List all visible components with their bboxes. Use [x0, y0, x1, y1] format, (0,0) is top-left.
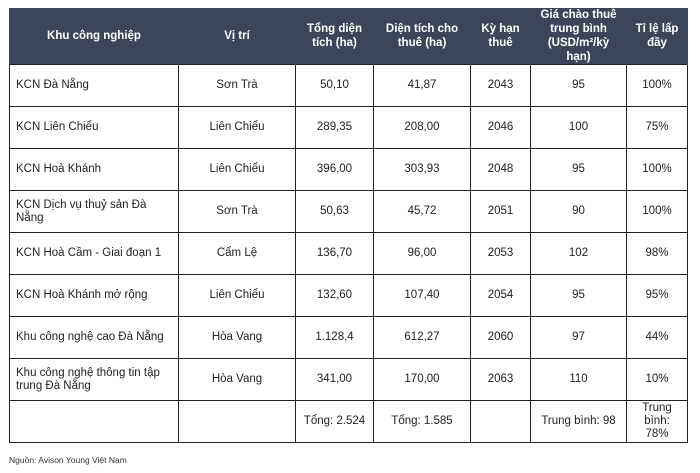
total-leasable-sum: Tổng: 1.585	[373, 400, 471, 443]
cell-occupancy: 100%	[626, 64, 688, 107]
table-header-row: Khu công nghiệp Vị trí Tổng diện tích (h…	[9, 8, 688, 65]
header-occupancy-rate: Tỉ lệ lấp đầy	[626, 8, 688, 65]
cell-lease-term: 2051	[470, 190, 531, 233]
cell-avg-rent: 95	[530, 64, 627, 107]
cell-avg-rent: 97	[530, 316, 627, 359]
cell-avg-rent: 102	[530, 232, 627, 275]
cell-occupancy: 100%	[626, 148, 688, 191]
cell-location: Liên Chiểu	[178, 274, 296, 317]
cell-park-name: KCN Hoà Khánh	[9, 148, 179, 191]
cell-leasable-area: 41,87	[373, 64, 471, 107]
table-row: KCN Dịch vụ thuỷ sản Đà Nẵng Sơn Trà 50,…	[9, 190, 688, 233]
cell-total-area: 396,00	[295, 148, 374, 191]
total-cell-empty	[178, 400, 296, 443]
table-row: Khu công nghệ thông tin tập trung Đà Nẵn…	[9, 358, 688, 401]
cell-location: Sơn Trà	[178, 64, 296, 107]
cell-location: Hòa Vang	[178, 358, 296, 401]
cell-lease-term: 2053	[470, 232, 531, 275]
industrial-park-table-container: Khu công nghiệp Vị trí Tổng diện tích (h…	[9, 8, 688, 443]
cell-leasable-area: 303,93	[373, 148, 471, 191]
cell-total-area: 289,35	[295, 106, 374, 149]
cell-park-name: KCN Liên Chiểu	[9, 106, 179, 149]
cell-total-area: 132,60	[295, 274, 374, 317]
cell-leasable-area: 170,00	[373, 358, 471, 401]
cell-total-area: 50,63	[295, 190, 374, 233]
cell-total-area: 50,10	[295, 64, 374, 107]
cell-park-name: Khu công nghệ thông tin tập trung Đà Nẵn…	[9, 358, 179, 401]
totals-row: Tổng: 2.524 Tổng: 1.585 Trung bình: 98 T…	[9, 400, 688, 443]
cell-location: Hòa Vang	[178, 316, 296, 359]
cell-occupancy: 10%	[626, 358, 688, 401]
cell-park-name: KCN Hoà Khánh mở rộng	[9, 274, 179, 317]
total-cell-empty	[470, 400, 531, 443]
header-avg-asking-rent: Giá chào thuê trung bình (USD/m²/kỳ hạn)	[530, 8, 627, 65]
cell-park-name: KCN Đà Nẵng	[9, 64, 179, 107]
cell-park-name: KCN Hoà Cầm - Giai đoạn 1	[9, 232, 179, 275]
cell-total-area: 136,70	[295, 232, 374, 275]
cell-lease-term: 2043	[470, 64, 531, 107]
cell-occupancy: 98%	[626, 232, 688, 275]
cell-lease-term: 2060	[470, 316, 531, 359]
cell-avg-rent: 90	[530, 190, 627, 233]
cell-lease-term: 2046	[470, 106, 531, 149]
header-leasable-area: Diện tích cho thuê (ha)	[373, 8, 471, 65]
cell-leasable-area: 107,40	[373, 274, 471, 317]
header-lease-term: Kỳ hạn thuê	[470, 8, 531, 65]
avg-occupancy-mean: Trung bình: 78%	[626, 400, 688, 443]
cell-leasable-area: 45,72	[373, 190, 471, 233]
cell-location: Sơn Trà	[178, 190, 296, 233]
cell-avg-rent: 110	[530, 358, 627, 401]
cell-leasable-area: 96,00	[373, 232, 471, 275]
cell-occupancy: 75%	[626, 106, 688, 149]
cell-total-area: 341,00	[295, 358, 374, 401]
table-row: KCN Hoà Khánh Liên Chiểu 396,00 303,93 2…	[9, 148, 688, 191]
cell-avg-rent: 95	[530, 148, 627, 191]
cell-occupancy: 44%	[626, 316, 688, 359]
table-row: KCN Liên Chiểu Liên Chiểu 289,35 208,00 …	[9, 106, 688, 149]
table-row: Khu công nghệ cao Đà Nẵng Hòa Vang 1.128…	[9, 316, 688, 359]
avg-rent-mean: Trung bình: 98	[530, 400, 627, 443]
cell-park-name: KCN Dịch vụ thuỷ sản Đà Nẵng	[9, 190, 179, 233]
cell-occupancy: 100%	[626, 190, 688, 233]
header-total-area: Tổng diện tích (ha)	[295, 8, 374, 65]
cell-leasable-area: 208,00	[373, 106, 471, 149]
cell-lease-term: 2054	[470, 274, 531, 317]
total-area-sum: Tổng: 2.524	[295, 400, 374, 443]
cell-avg-rent: 100	[530, 106, 627, 149]
cell-location: Liên Chiểu	[178, 106, 296, 149]
total-cell-empty	[9, 400, 179, 443]
header-industrial-park: Khu công nghiệp	[9, 8, 179, 65]
cell-avg-rent: 95	[530, 274, 627, 317]
header-location: Vị trí	[178, 8, 296, 65]
cell-leasable-area: 612,27	[373, 316, 471, 359]
cell-occupancy: 95%	[626, 274, 688, 317]
cell-park-name: Khu công nghệ cao Đà Nẵng	[9, 316, 179, 359]
cell-total-area: 1.128,4	[295, 316, 374, 359]
table-row: KCN Đà Nẵng Sơn Trà 50,10 41,87 2043 95 …	[9, 64, 688, 107]
table-row: KCN Hoà Cầm - Giai đoạn 1 Cẩm Lệ 136,70 …	[9, 232, 688, 275]
industrial-park-table: Khu công nghiệp Vị trí Tổng diện tích (h…	[9, 8, 688, 443]
source-note: Nguồn: Avison Young Việt Nam	[9, 455, 127, 465]
table-row: KCN Hoà Khánh mở rộng Liên Chiểu 132,60 …	[9, 274, 688, 317]
cell-location: Cẩm Lệ	[178, 232, 296, 275]
cell-lease-term: 2063	[470, 358, 531, 401]
cell-lease-term: 2048	[470, 148, 531, 191]
cell-location: Liên Chiểu	[178, 148, 296, 191]
